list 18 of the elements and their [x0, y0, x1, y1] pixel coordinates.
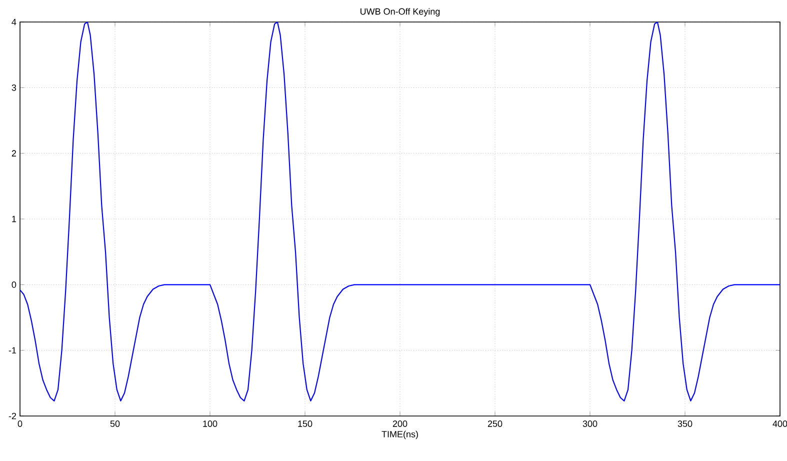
x-tick-label: 150 — [298, 420, 312, 427]
y-tick-label: 4 — [12, 18, 16, 26]
y-tick-label: 3 — [12, 84, 16, 91]
y-tick-label: 2 — [12, 150, 16, 156]
y-tick-label: -2 — [8, 412, 16, 420]
x-tick-label: 0 — [18, 420, 22, 427]
x-tick-label: 200 — [392, 420, 408, 427]
y-tick-label: 0 — [12, 281, 16, 288]
x-tick-label: 100 — [203, 420, 218, 427]
x-axis-title: TIME(ns) — [382, 430, 418, 440]
x-tick-label: 250 — [488, 420, 502, 427]
chart-title: UWB On-Off Keying — [360, 8, 440, 16]
y-tick-label: 1 — [12, 216, 16, 222]
y-tick-label: -1 — [8, 347, 16, 354]
x-tick-label: 300 — [582, 420, 598, 427]
x-tick-label: 400 — [772, 420, 787, 427]
x-tick-label: 350 — [678, 420, 692, 427]
x-tick-label: 50 — [110, 420, 120, 427]
